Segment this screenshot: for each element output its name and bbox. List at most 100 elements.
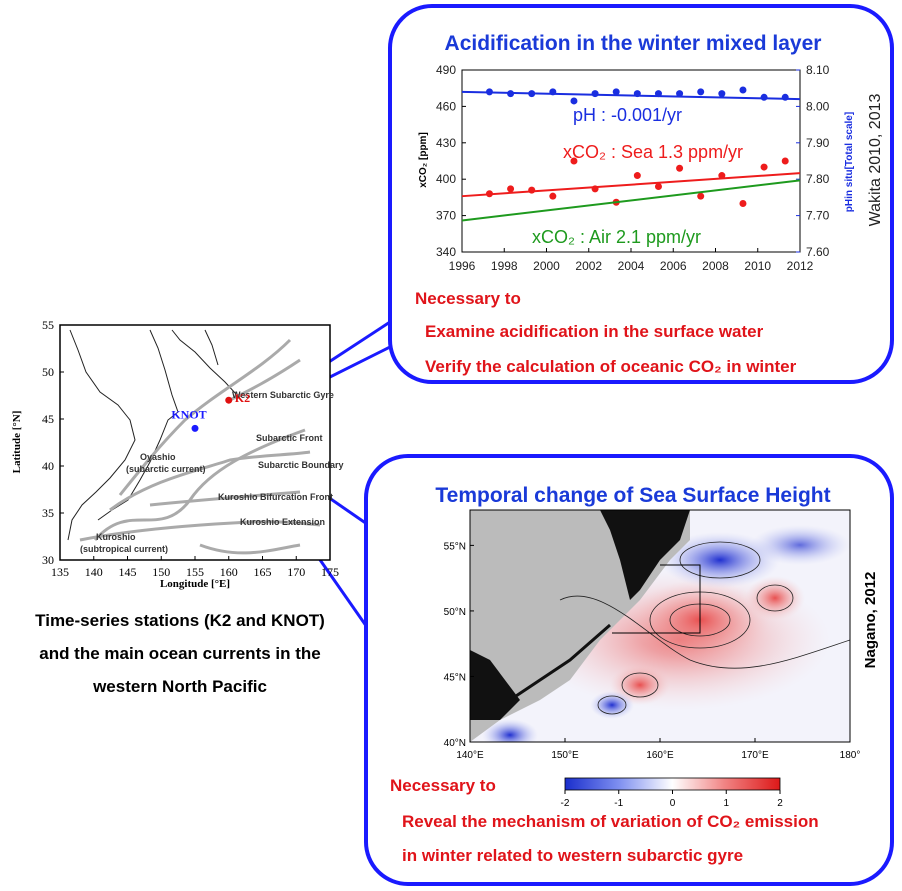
current-label: Subarctic Front xyxy=(256,433,323,443)
map-x-tick-label: 145 xyxy=(119,565,137,579)
series-label: pH : -0.001/yr xyxy=(573,105,682,125)
data-point xyxy=(781,93,789,101)
y2-tick-label: 8.00 xyxy=(806,99,830,113)
x-tick-label: 2008 xyxy=(702,259,729,273)
map-caption: Time-series stations (K2 and KNOT) xyxy=(35,611,325,630)
current-label: Kuroshio xyxy=(96,532,136,542)
station-label: K2 xyxy=(235,391,250,405)
station xyxy=(191,424,199,432)
map-y-tick-label: 35 xyxy=(42,506,54,520)
colorbar-tick-label: 1 xyxy=(723,798,729,809)
map-x-tick-label: 140 xyxy=(85,565,103,579)
ssh-note: Reveal the mechanism of variation of CO₂… xyxy=(402,812,819,831)
data-point xyxy=(760,93,768,101)
x-tick-label: 2002 xyxy=(575,259,602,273)
ssh-x-tick-label: 170°E xyxy=(741,750,769,761)
colorbar-tick-label: 2 xyxy=(777,798,783,809)
current-label: (subarctic current) xyxy=(126,464,206,474)
ssh-x-tick-label: 160°E xyxy=(646,750,674,761)
ssh-y-tick-label: 45°N xyxy=(444,672,466,683)
data-point xyxy=(739,199,747,207)
ssh-note: in winter related to western subarctic g… xyxy=(402,846,743,865)
data-point xyxy=(633,90,641,98)
x-tick-label: 2000 xyxy=(533,259,560,273)
map-x-tick-label: 165 xyxy=(254,565,272,579)
acid-citation: Wakita 2010, 2013 xyxy=(867,93,884,226)
x-tick-label: 1996 xyxy=(449,259,476,273)
ssh-x-tick-label: 180° xyxy=(840,750,861,761)
ssh-title: Temporal change of Sea Surface Height xyxy=(435,484,830,507)
acid-title: Acidification in the winter mixed layer xyxy=(445,32,822,55)
x-tick-label: 2004 xyxy=(618,259,645,273)
y2-tick-label: 7.70 xyxy=(806,209,830,223)
data-point xyxy=(676,90,684,98)
current-label: Oyashio xyxy=(140,452,176,462)
acid-note: Verify the calculation of oceanic CO₂ in… xyxy=(425,357,797,376)
current-label: Kuroshio Extension xyxy=(240,517,325,527)
ssh-note: Necessary to xyxy=(390,776,496,795)
acid-note: Examine acidification in the surface wat… xyxy=(425,322,764,341)
currents xyxy=(79,338,321,555)
map-x-tick-label: 135 xyxy=(51,565,69,579)
data-point xyxy=(760,163,768,171)
colorbar-tick-label: -1 xyxy=(614,798,623,809)
map-y-tick-label: 45 xyxy=(42,412,54,426)
data-point xyxy=(549,88,557,96)
data-point xyxy=(591,185,599,193)
map-x-tick-label: 155 xyxy=(186,565,204,579)
y-tick-label: 430 xyxy=(436,136,456,150)
map-x-tick-label: 175 xyxy=(321,565,339,579)
y2-tick-label: 8.10 xyxy=(806,63,830,77)
trend-line xyxy=(461,179,801,222)
data-point xyxy=(485,88,493,96)
map-y-title: Latitude [°N] xyxy=(11,411,23,474)
acid-callout xyxy=(388,4,894,384)
ssh-y-tick-label: 55°N xyxy=(444,541,466,552)
data-point xyxy=(633,172,641,180)
current-label: Western Subarctic Gyre xyxy=(232,390,334,400)
data-point xyxy=(507,90,515,98)
colorbar-tick-label: -2 xyxy=(561,798,570,809)
map-caption: and the main ocean currents in the xyxy=(39,644,321,663)
data-point xyxy=(570,97,578,105)
ssh-y-tick-label: 40°N xyxy=(444,738,466,749)
trend-line xyxy=(461,90,801,101)
trend-line xyxy=(461,172,801,198)
y2-axis-title: pHin situ[Total scale] xyxy=(844,112,855,212)
current-label: (subtropical current) xyxy=(80,544,168,554)
map-y-tick-label: 50 xyxy=(42,365,54,379)
coastlines xyxy=(67,329,237,541)
data-point xyxy=(718,90,726,98)
ssh-y-tick-label: 50°N xyxy=(444,607,466,618)
map-y-tick-label: 30 xyxy=(42,553,54,567)
y-tick-label: 460 xyxy=(436,99,456,113)
data-point xyxy=(528,90,536,98)
data-point xyxy=(507,185,515,193)
y2-tick-label: 7.90 xyxy=(806,136,830,150)
data-point xyxy=(485,190,493,198)
map-x-tick-label: 150 xyxy=(152,565,170,579)
data-point xyxy=(654,182,662,190)
data-point xyxy=(739,86,747,94)
data-point xyxy=(697,88,705,96)
map-x-tick-label: 170 xyxy=(287,565,305,579)
series-label: xCO₂ : Sea 1.3 ppm/yr xyxy=(563,142,743,162)
current-label: Subarctic Boundary xyxy=(258,460,344,470)
data-point xyxy=(591,90,599,98)
acid-note: Necessary to xyxy=(415,289,521,308)
data-point xyxy=(654,90,662,98)
map-x-tick-label: 160 xyxy=(220,565,238,579)
y2-tick-label: 7.60 xyxy=(806,245,830,259)
data-point xyxy=(697,192,705,200)
current-label: Kuroshio Bifurcation Front xyxy=(218,492,333,502)
ssh-citation: Nagano, 2012 xyxy=(862,572,879,669)
ssh-x-tick-label: 140°E xyxy=(456,750,484,761)
x-tick-label: 1998 xyxy=(491,259,518,273)
station-label: KNOT xyxy=(171,407,206,421)
y-tick-label: 370 xyxy=(436,209,456,223)
station xyxy=(225,396,233,404)
data-point xyxy=(549,192,557,200)
map-x-title: Longitude [°E] xyxy=(160,578,230,590)
data-point xyxy=(570,157,578,165)
